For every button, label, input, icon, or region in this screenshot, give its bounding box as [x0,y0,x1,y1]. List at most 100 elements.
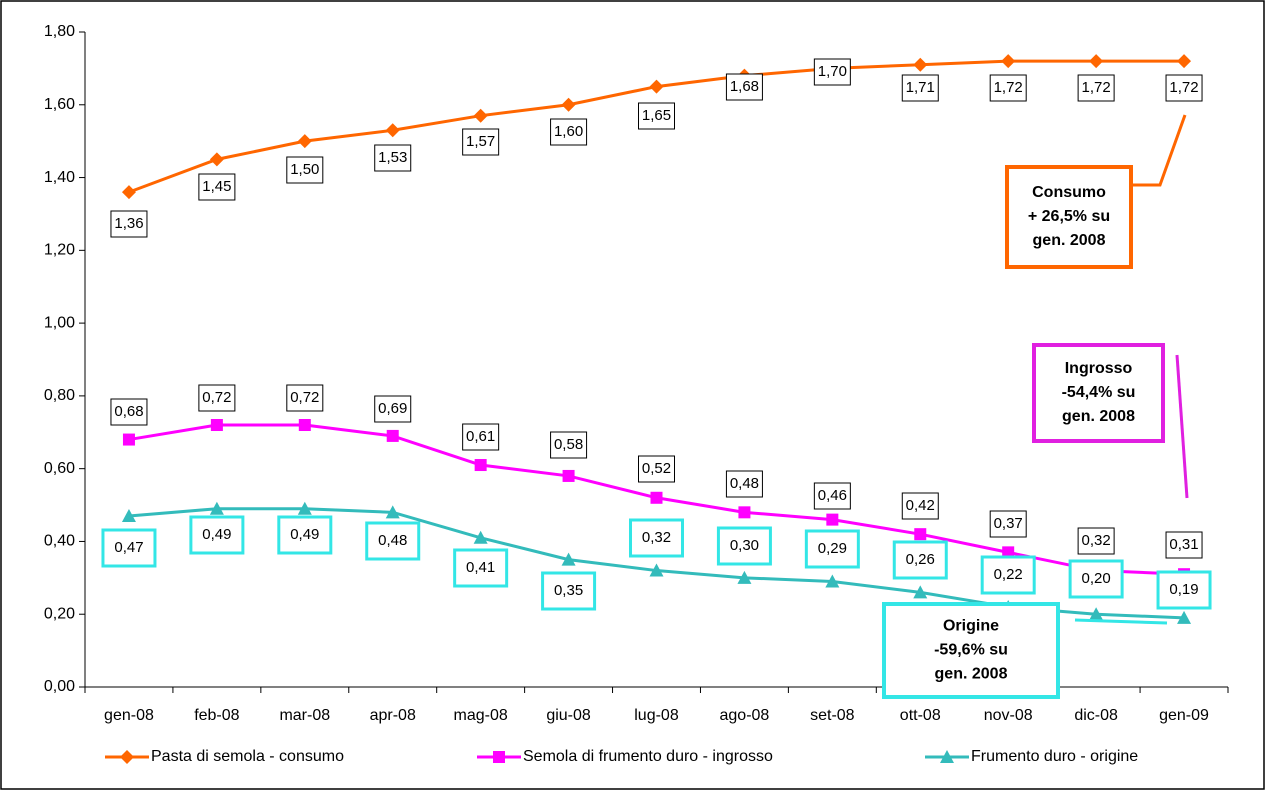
data-label: 0,20 [1082,570,1111,587]
data-label: 1,45 [202,178,231,195]
label-box [277,515,333,555]
data-label: 1,53 [378,149,407,166]
marker [385,505,400,519]
x-tick-label: gen-09 [1159,707,1209,724]
y-tick-label: 0,00 [44,678,75,695]
data-label: 0,49 [202,526,231,543]
data-label: 0,58 [554,436,583,453]
annotation-text: Consumo [1032,184,1106,201]
label-box [198,173,236,201]
marker [562,469,575,482]
label-box [813,58,851,86]
data-label: 1,72 [1169,79,1198,96]
annotation-text: -59,6% su [934,642,1008,659]
annotation-connector [1131,114,1187,187]
data-label: 0,32 [642,529,671,546]
y-tick-label: 0,60 [44,460,75,477]
legend-label: Semola di frumento duro - ingrosso [523,748,773,765]
label-box [365,521,421,561]
data-label: 0,35 [554,582,583,599]
data-label: 1,50 [290,161,319,178]
x-tick-label: nov-08 [984,707,1033,724]
marker [210,419,223,431]
marker [1001,54,1016,69]
legend-label: Pasta di semola - consumo [151,748,344,765]
label-box [901,74,939,102]
x-tick-label: ott-08 [900,707,941,724]
x-tick-label: mar-08 [279,707,330,724]
annotation-text: gen. 2008 [935,666,1008,683]
label-box [716,526,772,566]
label-box [374,395,412,423]
data-label: 0,61 [466,428,495,445]
marker [473,530,488,544]
data-label: 1,60 [554,123,583,140]
label-box [1077,74,1115,102]
label-box [462,128,500,156]
annotation-box [882,602,1060,699]
label-box [541,571,597,611]
data-label: 0,22 [994,566,1023,583]
label-box [374,144,412,172]
annotation-text: Ingrosso [1065,360,1133,377]
marker [1089,607,1104,621]
label-box [901,492,939,520]
label-box [189,515,245,555]
y-tick-label: 1,00 [44,314,75,331]
marker [1002,546,1015,559]
data-label: 1,72 [994,79,1023,96]
data-label: 0,72 [202,389,231,406]
y-tick-label: 1,60 [44,96,75,113]
marker [825,574,840,588]
data-label: 0,30 [730,537,759,554]
data-label: 1,36 [114,215,143,232]
label-box [989,510,1027,538]
label-box [550,118,588,146]
y-tick-label: 1,80 [44,23,75,40]
data-label: 1,71 [906,79,935,96]
marker [121,185,136,200]
label-box [804,529,860,569]
data-label: 1,68 [730,78,759,95]
x-tick-label: apr-08 [370,707,416,724]
marker [914,528,927,541]
marker [209,501,224,515]
data-label: 0,37 [994,515,1023,532]
marker [1089,54,1104,69]
marker [561,552,576,566]
marker [298,419,311,431]
label-box [629,518,684,558]
label-box [110,398,148,426]
x-tick-label: giu-08 [546,707,591,724]
marker [473,108,488,123]
marker [474,459,487,472]
marker [650,491,663,504]
marker [738,506,751,519]
y-tick-label: 1,20 [44,242,75,259]
marker [385,123,400,138]
y-tick-label: 0,80 [44,387,75,404]
marker [297,501,312,515]
data-label: 0,19 [1169,581,1198,598]
annotation-text: + 26,5% su [1028,208,1110,225]
annotation-text: Origine [943,618,999,635]
x-tick-label: lug-08 [634,707,679,724]
legend-label: Frumento duro - origine [971,748,1138,765]
annotation-text: gen. 2008 [1033,232,1106,249]
label-box [638,102,675,130]
annotation-box [1032,343,1165,443]
annotation-text: gen. 2008 [1062,408,1135,425]
y-tick-label: 0,40 [44,533,75,550]
data-label: 1,57 [466,133,495,150]
data-label: 1,70 [818,63,847,80]
marker [121,508,136,522]
marker [1177,610,1192,624]
marker [913,585,928,599]
marker [1177,54,1192,69]
label-box [725,73,763,101]
label-box [1156,570,1212,610]
label-box [453,548,509,588]
label-box [1068,559,1124,599]
label-box [1165,531,1203,559]
label-box [725,470,763,498]
